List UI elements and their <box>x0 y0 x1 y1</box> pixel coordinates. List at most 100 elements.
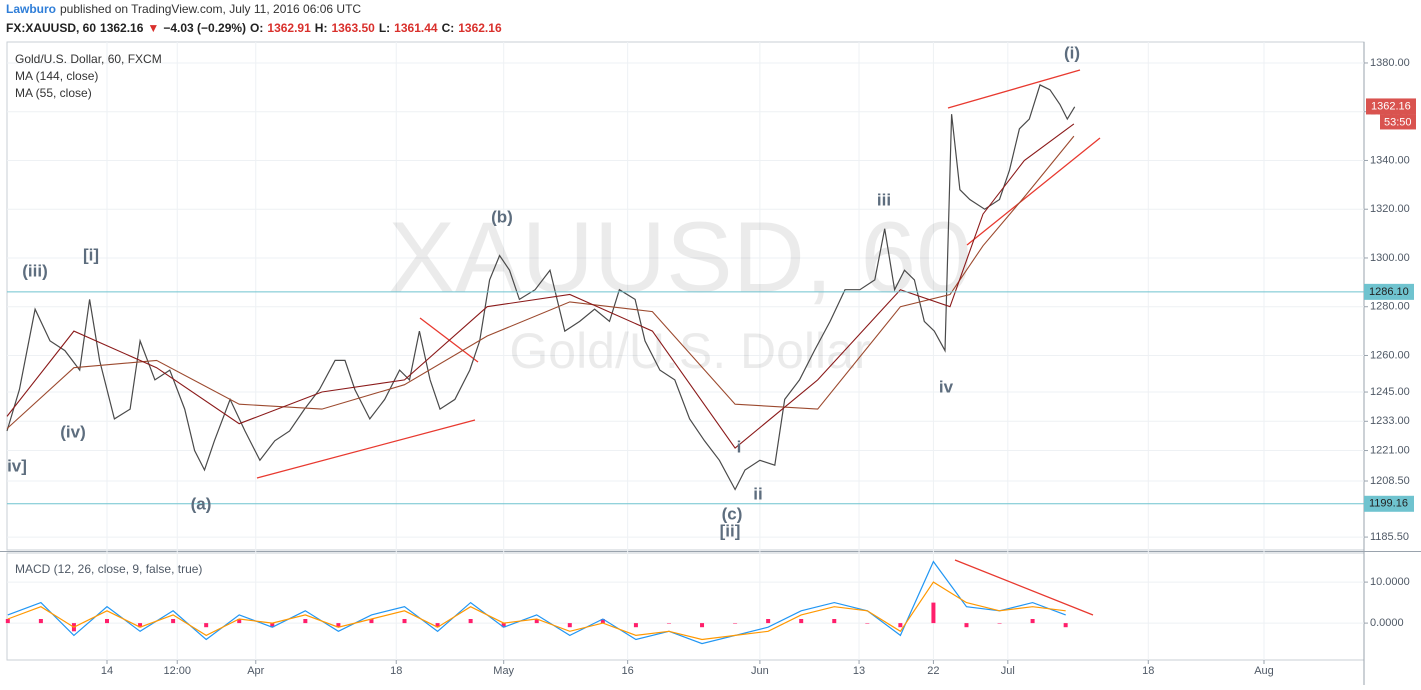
histogram-bar <box>369 619 374 624</box>
countdown-tag <box>1380 114 1416 130</box>
wave-label: (c) <box>722 504 743 523</box>
y-tick-label: 1300.00 <box>1370 252 1410 264</box>
histogram-bar <box>38 619 43 624</box>
price-tag <box>1364 283 1414 300</box>
wave-label: [i] <box>83 245 99 264</box>
histogram-bar <box>435 623 440 628</box>
wave-label: iii <box>877 190 891 209</box>
y-tick-label: 1221.00 <box>1370 444 1410 456</box>
histogram-bar <box>832 619 837 624</box>
header-text: Lawburo <box>6 2 56 16</box>
header-text: 1363.50 <box>331 21 375 35</box>
y-tick-label: 1233.00 <box>1370 415 1410 427</box>
wave-label: i <box>737 437 742 456</box>
histogram-bar <box>766 619 771 624</box>
x-tick-label: 13 <box>853 665 865 677</box>
legend-entry: MA (144, close) <box>15 69 98 83</box>
line <box>6 135 1075 430</box>
x-tick-label: 16 <box>622 665 634 677</box>
histogram-bar <box>237 619 242 624</box>
histogram-bar <box>104 619 109 624</box>
x-tick-label: Aug <box>1254 665 1274 677</box>
wave-label: iv <box>939 377 954 396</box>
x-tick-label: 18 <box>1142 665 1154 677</box>
header-text: H: <box>315 21 328 35</box>
wave-label: (iv) <box>60 422 86 441</box>
line <box>7 581 1066 641</box>
header-text: L: <box>379 21 390 35</box>
watermark-symbol: XAUUSD, 60 <box>388 201 972 313</box>
histogram-bar <box>1063 623 1068 628</box>
y-tick-label: 10.0000 <box>1370 576 1410 588</box>
macd-title: MACD (12, 26, close, 9, false, true) <box>15 562 202 576</box>
histogram-bar <box>303 619 308 624</box>
header-text: 1361.44 <box>394 21 438 35</box>
header-text: 1362.16 <box>458 21 502 35</box>
line <box>6 123 1075 449</box>
header-text: ▼ <box>147 21 159 35</box>
histogram-bar <box>600 619 605 624</box>
x-tick-label: 14 <box>101 665 113 677</box>
histogram-bar <box>733 623 738 624</box>
countdown-label: 53:50 <box>1384 116 1412 128</box>
histogram-bar <box>1030 619 1035 624</box>
y-tick-label: 0.0000 <box>1370 617 1404 629</box>
histogram-bar <box>700 623 705 628</box>
trend-line <box>947 69 1081 109</box>
wave-label: iv] <box>7 456 27 475</box>
header-text: 1362.91 <box>267 21 311 35</box>
histogram-bar <box>171 619 176 624</box>
line <box>7 560 1066 645</box>
trend-line <box>256 419 476 479</box>
histogram-bar <box>865 623 870 624</box>
histogram-bar <box>534 619 539 624</box>
histogram-bar <box>5 619 10 624</box>
header-text: published on TradingView.com, July 11, 2… <box>60 2 361 16</box>
watermark: XAUUSD, 60 Gold/U.S. Dollar <box>388 201 972 379</box>
histogram-bar <box>931 602 936 624</box>
histogram-bar <box>567 623 572 628</box>
histogram-bar <box>666 623 671 624</box>
trend-line <box>954 559 1094 616</box>
histogram-bar <box>336 623 341 628</box>
histogram-bar <box>138 623 143 628</box>
price-tag <box>1364 495 1414 512</box>
legend-entry: MA (55, close) <box>15 86 92 100</box>
wave-label: (a) <box>191 494 212 513</box>
histogram-bar <box>501 623 506 628</box>
x-tick-label: May <box>493 665 514 677</box>
macd-pane <box>6 552 1365 661</box>
histogram-bar <box>633 623 638 628</box>
histogram-bar <box>270 623 275 628</box>
wave-label: (b) <box>491 207 513 226</box>
y-tick-label: 1185.50 <box>1370 531 1409 543</box>
y-tick-label: 1320.00 <box>1370 203 1410 215</box>
x-tick-label: 12:00 <box>163 665 191 677</box>
wave-label: (i) <box>1064 43 1080 62</box>
price-tag-label: 1199.16 <box>1369 498 1408 510</box>
watermark-name: Gold/U.S. Dollar <box>509 323 870 379</box>
x-tick-label: 22 <box>927 665 939 677</box>
x-tick-label: Jul <box>1001 665 1015 677</box>
header-text: −4.03 (−0.29%) <box>163 21 246 35</box>
histogram-bar <box>402 619 407 624</box>
header-text: O: <box>250 21 263 35</box>
histogram-bar <box>468 619 473 624</box>
line <box>6 84 1076 491</box>
wave-label: (iii) <box>22 261 48 280</box>
y-tick-label: 1208.50 <box>1370 475 1410 487</box>
histogram-bar <box>204 623 209 628</box>
histogram-bar <box>799 619 804 624</box>
last-price-label: 1362.16 <box>1371 100 1411 112</box>
x-tick-label: 18 <box>390 665 402 677</box>
x-tick-label: Apr <box>247 665 264 677</box>
y-tick-label: 1280.00 <box>1370 301 1410 313</box>
legend-entry: Gold/U.S. Dollar, 60, FXCM <box>15 52 162 66</box>
trend-line <box>966 137 1101 246</box>
trend-lines <box>256 69 1101 616</box>
wave-label: [ii] <box>720 521 741 540</box>
wave-label: ii <box>753 484 762 503</box>
histogram-bar <box>997 623 1002 624</box>
y-tick-label: 1245.00 <box>1370 386 1410 398</box>
